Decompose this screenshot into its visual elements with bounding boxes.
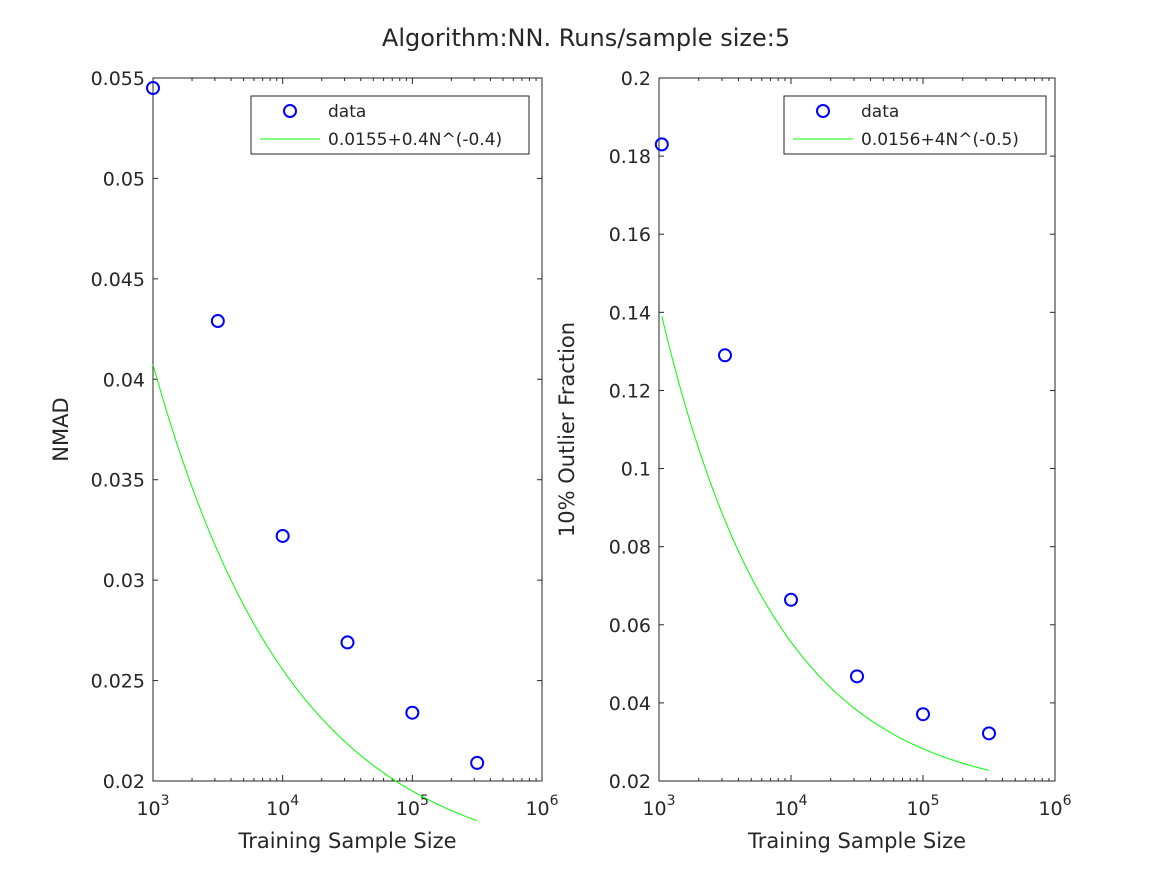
- data-point: [850, 669, 865, 684]
- y-tick-label: 0.04: [609, 693, 651, 715]
- x-tick-exponent: 4: [290, 793, 299, 809]
- y-tick-label: 0.045: [91, 269, 145, 291]
- legend-entry-label: 0.0156+4N^(-0.5): [861, 130, 1019, 150]
- y-tick-label: 0.18: [609, 146, 651, 168]
- y-axis-label: NMAD: [49, 397, 73, 461]
- data-point: [470, 755, 485, 770]
- x-tick-label: 105: [396, 793, 429, 820]
- x-tick-base: 10: [642, 798, 666, 820]
- data-point: [982, 726, 997, 741]
- y-tick-label: 0.1: [621, 459, 651, 481]
- y-tick-label: 0.06: [609, 615, 651, 637]
- data-point: [405, 705, 420, 720]
- x-tick-label: 106: [1038, 793, 1071, 820]
- y-axis-label: 10% Outlier Fraction: [555, 322, 579, 537]
- y-tick-label: 0.05: [103, 168, 145, 190]
- y-tick-label: 0.2: [621, 68, 651, 90]
- y-tick-label: 0.12: [609, 380, 651, 402]
- x-tick-label: 103: [642, 793, 675, 820]
- x-tick-base: 10: [525, 798, 549, 820]
- plot-area: [152, 77, 543, 782]
- figure-title: Algorithm:NN. Runs/sample size:5: [382, 24, 790, 52]
- data-point: [916, 707, 930, 722]
- legend-marker-swatch: [283, 104, 297, 118]
- y-tick-label: 0.055: [91, 68, 145, 90]
- plot-area: [658, 77, 1056, 782]
- x-tick-exponent: 6: [550, 793, 559, 809]
- x-tick-label: 106: [525, 793, 558, 820]
- legend-entry-label: data: [861, 102, 899, 122]
- data-point: [210, 314, 225, 329]
- x-tick-exponent: 3: [161, 793, 170, 809]
- x-axis-label: Training Sample Size: [237, 829, 456, 853]
- fit-curve: [661, 315, 990, 771]
- data-point: [275, 528, 290, 543]
- y-tick-label: 0.02: [609, 771, 651, 793]
- data-point: [654, 137, 669, 152]
- data-point: [784, 592, 798, 607]
- x-tick-base: 10: [396, 798, 420, 820]
- legend-box: [250, 95, 530, 155]
- data-point: [146, 81, 160, 96]
- data-point: [340, 635, 355, 650]
- x-tick-label: 105: [906, 793, 939, 820]
- y-tick-label: 0.04: [103, 369, 145, 391]
- legend-entry-label: data: [328, 102, 366, 122]
- x-tick-base: 10: [906, 798, 930, 820]
- x-tick-exponent: 5: [931, 793, 940, 809]
- fit-curve: [152, 364, 478, 822]
- x-tick-label: 104: [266, 793, 299, 820]
- x-tick-base: 10: [774, 798, 798, 820]
- x-tick-base: 10: [266, 798, 290, 820]
- right-subplot: 0.02 0.04 0.06 0.08 0.1 0.12 0.14 0.16 0.18 0.2 10…: [555, 68, 1072, 853]
- x-tick-exponent: 4: [799, 793, 808, 809]
- x-axis-label: Training Sample Size: [747, 829, 966, 853]
- legend-entry-label: 0.0155+0.4N^(-0.4): [328, 130, 502, 150]
- legend-box: [783, 95, 1047, 155]
- y-tick-label: 0.025: [91, 671, 145, 693]
- x-tick-base: 10: [1038, 798, 1062, 820]
- y-tick-label: 0.14: [609, 302, 651, 324]
- x-tick-label: 104: [774, 793, 807, 820]
- data-point: [717, 348, 732, 363]
- y-tick-label: 0.03: [103, 570, 145, 592]
- x-tick-label: 103: [136, 793, 169, 820]
- y-tick-label: 0.08: [609, 537, 651, 559]
- y-tick-label: 0.035: [91, 470, 145, 492]
- x-tick-exponent: 5: [420, 793, 429, 809]
- legend-marker-swatch: [816, 104, 830, 118]
- y-tick-label: 0.02: [103, 771, 145, 793]
- x-tick-base: 10: [136, 798, 160, 820]
- x-tick-exponent: 3: [667, 793, 676, 809]
- y-tick-label: 0.16: [609, 224, 651, 246]
- x-tick-exponent: 6: [1063, 793, 1072, 809]
